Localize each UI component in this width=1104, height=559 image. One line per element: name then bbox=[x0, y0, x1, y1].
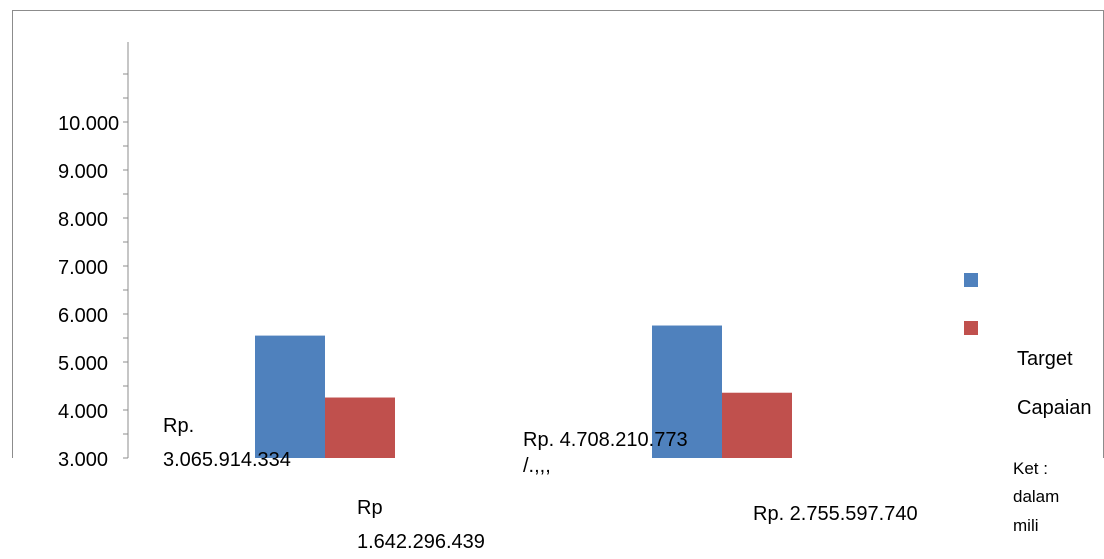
y-tick-label: 6.000 bbox=[58, 305, 109, 327]
bar-capaian-2 bbox=[722, 392, 792, 458]
annotation-group1-target-line2: 3.065.914.334 bbox=[163, 449, 291, 471]
legend-label-capaian: Capaian bbox=[1017, 397, 1092, 419]
annotation-group1-target-line1: Rp. bbox=[163, 415, 195, 437]
y-tick-label: 10.000 bbox=[58, 113, 120, 135]
annotation-group2-capaian: Rp. 2.755.597.740 bbox=[753, 503, 918, 525]
bar-target-1 bbox=[255, 335, 325, 458]
note-line-1: Ket : bbox=[1013, 459, 1048, 478]
legend-label-target: Target bbox=[1017, 348, 1073, 370]
annotation-group1-capaian-line1: Rp bbox=[357, 497, 383, 519]
bar-capaian-1 bbox=[325, 397, 395, 458]
y-tick-label: 3.000 bbox=[58, 449, 109, 471]
legend-swatch-target bbox=[964, 273, 978, 287]
y-tick-label: 9.000 bbox=[58, 161, 109, 183]
y-ticks bbox=[123, 73, 128, 459]
bar-target-2 bbox=[652, 325, 722, 458]
annotation-group2-target-line1: Rp. 4.708.210.773 bbox=[523, 429, 688, 451]
bars bbox=[255, 325, 792, 458]
annotation-group1-capaian-line2: 1.642.296.439 bbox=[357, 531, 485, 553]
y-tick-label: 8.000 bbox=[58, 209, 109, 231]
note-line-3: mili bbox=[1013, 516, 1039, 535]
y-tick-label: 5.000 bbox=[58, 353, 109, 375]
annotation-group2-target-line2: /.,,, bbox=[523, 455, 551, 477]
legend-swatch-capaian bbox=[964, 321, 978, 335]
note-line-2: dalam bbox=[1013, 487, 1060, 506]
y-tick-label: 7.000 bbox=[58, 257, 109, 279]
y-tick-label: 4.000 bbox=[58, 401, 109, 423]
